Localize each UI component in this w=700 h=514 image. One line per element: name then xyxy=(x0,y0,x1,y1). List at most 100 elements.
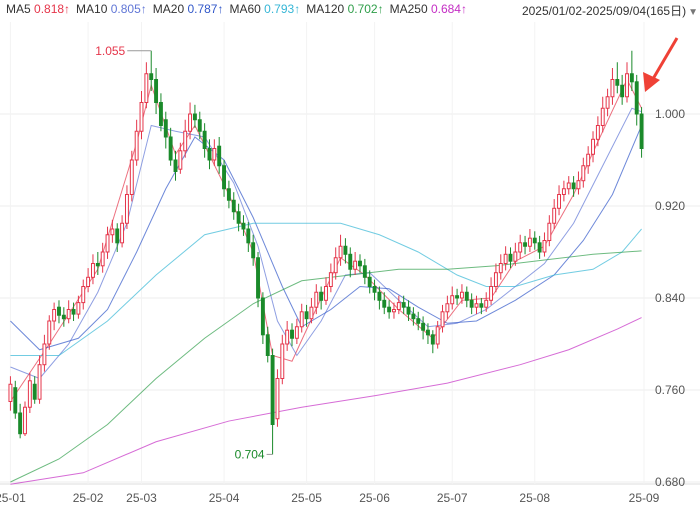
candle-body xyxy=(571,182,576,190)
candle-body xyxy=(421,322,426,331)
candle-body xyxy=(241,222,246,230)
candle xyxy=(450,286,455,310)
candle xyxy=(333,247,338,280)
candle-body xyxy=(382,299,387,308)
candle-body xyxy=(362,265,367,278)
candle xyxy=(455,288,460,305)
candle xyxy=(139,91,144,140)
date-range-text[interactable]: 2025/01/02-2025/09/04(165日) xyxy=(521,4,687,18)
candle-body xyxy=(222,165,227,190)
legend-value: 0.805↑ xyxy=(110,2,147,16)
legend-ma60: MA60 0.793↑ xyxy=(229,2,300,16)
candle-body xyxy=(188,113,193,132)
caret-down-icon[interactable]: ▼ xyxy=(688,7,698,18)
candle-body xyxy=(440,311,445,328)
candle xyxy=(158,93,163,132)
legend-value: 0.702↑ xyxy=(347,2,384,16)
candle-body xyxy=(158,102,163,126)
candle xyxy=(285,321,290,351)
candle xyxy=(18,403,23,439)
candle xyxy=(513,242,518,266)
annotations: 1.055 0.704 xyxy=(95,44,273,461)
legend-ma10: MA10 0.805↑ xyxy=(76,2,147,16)
candle-body xyxy=(76,302,81,315)
candle-body xyxy=(455,295,460,299)
candle xyxy=(629,50,634,91)
candle-body xyxy=(8,383,13,402)
candle-body xyxy=(18,412,23,435)
candle-body xyxy=(537,242,542,253)
candle xyxy=(484,292,489,312)
candle xyxy=(120,215,125,248)
candle-body xyxy=(392,309,396,313)
x-tick-label: 25-05 xyxy=(291,491,322,505)
date-range-selector[interactable]: 2025/01/02-2025/09/04(165日) ▼ xyxy=(522,2,698,19)
candle-body xyxy=(319,291,324,301)
candle-body xyxy=(192,113,197,121)
legend-ma20: MA20 0.787↑ xyxy=(153,2,224,16)
candle xyxy=(76,295,81,319)
legend-ma120: MA120 0.702↑ xyxy=(306,2,383,16)
candle xyxy=(32,376,37,404)
candle-body xyxy=(217,145,222,167)
candle-body xyxy=(304,311,309,320)
candle-body xyxy=(425,329,430,336)
candle xyxy=(411,307,416,326)
candle-body xyxy=(503,253,508,265)
candle xyxy=(173,150,178,181)
ma-line-ma10 xyxy=(10,107,642,380)
candle xyxy=(430,330,435,354)
candle-body xyxy=(168,136,173,161)
candle-body xyxy=(396,302,401,311)
candle-body xyxy=(430,334,435,345)
candle-body xyxy=(124,194,129,224)
legend-ma250: MA250 0.684↑ xyxy=(390,2,467,16)
candle-body xyxy=(231,199,236,213)
candle xyxy=(124,185,129,229)
candle xyxy=(547,215,552,247)
candle xyxy=(57,300,61,324)
candle xyxy=(358,254,362,273)
candle-body xyxy=(144,73,149,103)
candle xyxy=(212,139,217,166)
candle-body xyxy=(57,306,61,316)
legend-ma5: MA5 0.818↑ xyxy=(6,2,70,16)
candle xyxy=(469,293,474,315)
candle-body xyxy=(493,272,498,288)
candle xyxy=(129,150,134,202)
candle xyxy=(314,284,319,315)
candle xyxy=(396,295,401,315)
candle xyxy=(100,242,105,273)
candle-body xyxy=(42,343,47,366)
candle-body xyxy=(226,188,231,201)
candle-body xyxy=(605,96,610,109)
candle-body xyxy=(149,73,154,80)
candle xyxy=(309,298,314,324)
candle xyxy=(144,62,149,109)
candle-body xyxy=(469,299,474,308)
candle-body xyxy=(581,165,586,182)
candle-body xyxy=(256,257,260,299)
candle xyxy=(197,111,202,140)
candle xyxy=(459,284,464,304)
candle-body xyxy=(474,303,479,308)
candle-body xyxy=(154,79,159,103)
candle xyxy=(625,62,629,103)
candle xyxy=(168,127,173,166)
y-tick-label: 0.840 xyxy=(655,291,685,305)
candle xyxy=(105,226,110,259)
candle-body xyxy=(290,329,294,339)
candle xyxy=(542,232,547,257)
candle xyxy=(425,323,430,344)
candle xyxy=(634,74,639,126)
candle xyxy=(319,286,324,310)
candle-body xyxy=(178,150,183,170)
legend-label: MA10 xyxy=(76,2,111,16)
candle-body xyxy=(115,228,120,244)
candle-body xyxy=(265,334,270,356)
candle-body xyxy=(552,207,557,224)
candle-body xyxy=(625,73,629,98)
legend-value: 0.793↑ xyxy=(264,2,301,16)
candle xyxy=(13,380,18,419)
